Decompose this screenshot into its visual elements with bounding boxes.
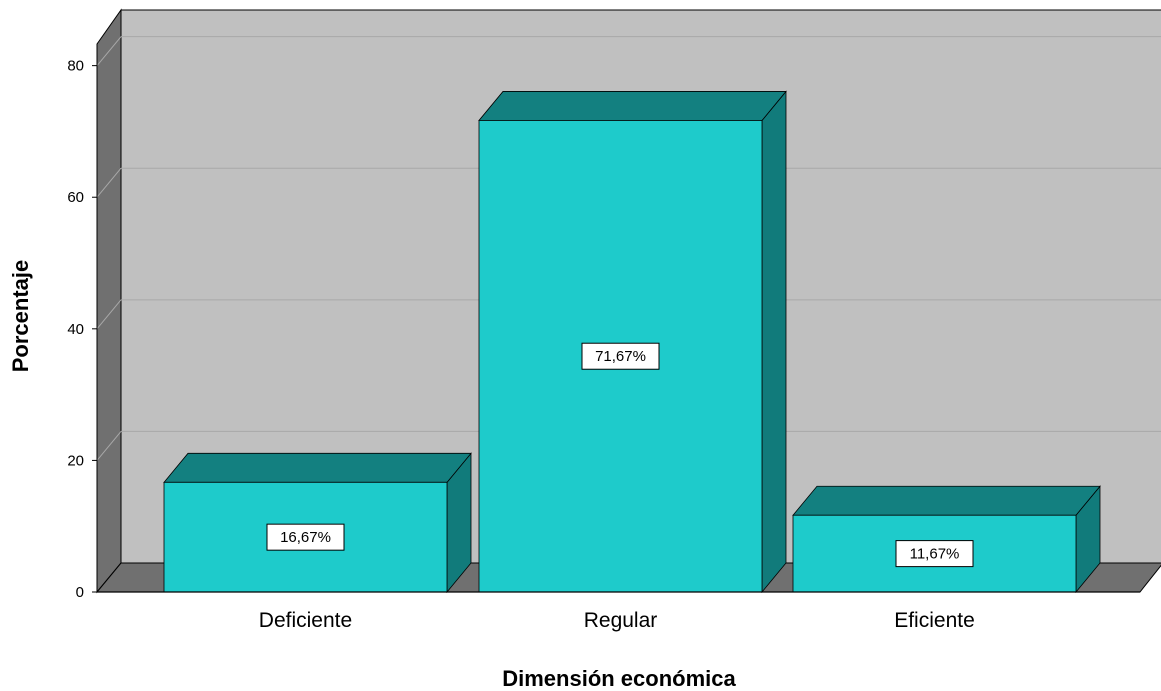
data-label: 71,67%: [595, 348, 646, 365]
data-label-box: [581, 342, 660, 370]
y-tick-label: 60: [67, 189, 84, 206]
bar-regular: 71,67%: [478, 90, 787, 594]
y-tick-label: 20: [67, 452, 84, 469]
gridline-side: [96, 431, 122, 461]
bar-eficiente: 11,67%: [792, 485, 1101, 594]
gridline-side: [96, 167, 122, 198]
chart-side-wall: [96, 8, 122, 594]
x-axis-title: Dimensión económica: [502, 666, 736, 691]
bar-top: [792, 485, 1101, 516]
y-tick-label: 40: [67, 321, 84, 338]
data-label: 11,67%: [910, 546, 960, 563]
x-tick-label: Deficiente: [259, 609, 352, 632]
gridline-side: [96, 36, 122, 66]
gridline-side: [96, 299, 122, 330]
data-label-box: [895, 540, 974, 568]
y-axis: 0 20 40 60 80: [67, 44, 98, 601]
x-axis: Deficiente Regular Eficiente: [97, 591, 1140, 632]
y-tick-label: 0: [76, 584, 84, 601]
y-axis-title: Porcentaje: [8, 260, 33, 373]
data-label-box: [266, 523, 345, 551]
bar-deficiente: 16,67%: [163, 452, 472, 594]
y-tick-label: 80: [67, 58, 84, 75]
bar-side: [761, 90, 787, 594]
bar-top: [478, 91, 787, 121]
x-tick-label: Regular: [584, 609, 658, 632]
bars: 16,67% 71,67% 11,67%: [163, 90, 1101, 594]
x-tick-label: Eficiente: [894, 609, 975, 632]
bar-top: [163, 452, 472, 483]
data-label: 16,67%: [280, 529, 331, 546]
